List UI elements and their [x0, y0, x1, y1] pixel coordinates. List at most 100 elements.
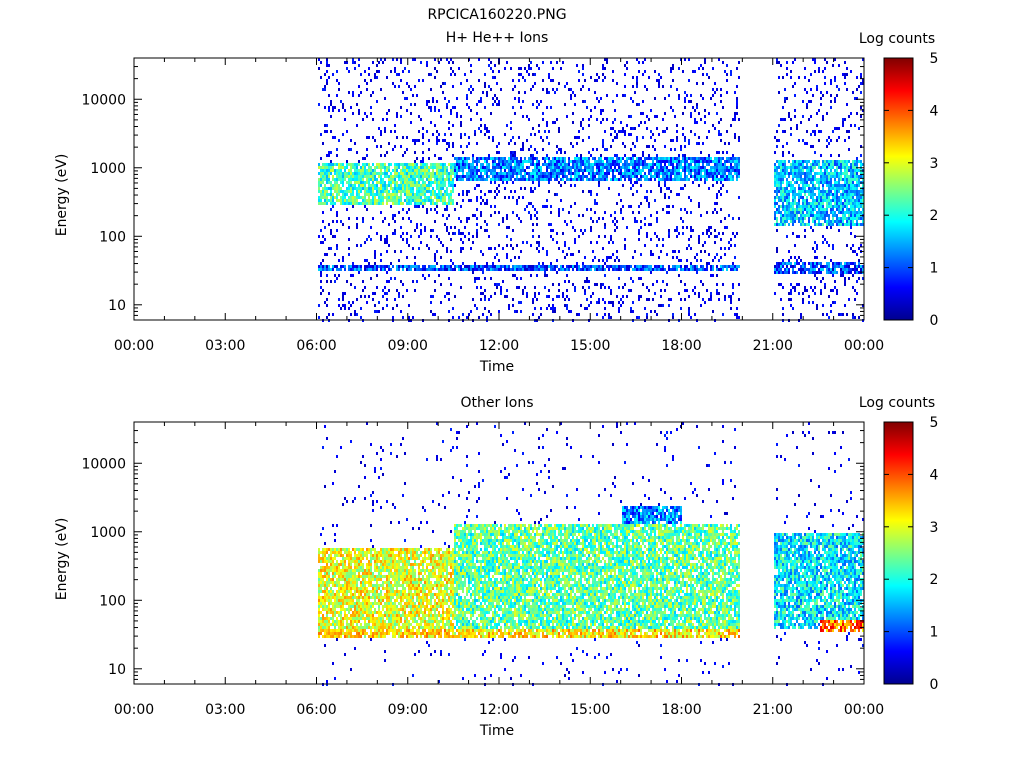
spectrogram-pixel	[644, 175, 646, 178]
spectrogram-pixel	[832, 166, 834, 169]
spectrogram-pixel	[650, 250, 652, 253]
spectrogram-pixel	[510, 127, 512, 130]
spectrogram-pixel	[362, 199, 364, 202]
spectrogram-pixel	[780, 220, 782, 223]
spectrogram-pixel	[564, 241, 566, 244]
spectrogram-pixel	[566, 304, 568, 307]
spectrogram-pixel	[476, 196, 478, 199]
spectrogram-pixel	[814, 205, 816, 208]
spectrogram-pixel	[450, 268, 452, 271]
spectrogram-pixel	[446, 187, 448, 190]
spectrogram-pixel	[550, 163, 552, 166]
spectrogram-pixel	[494, 169, 496, 172]
spectrogram-pixel	[564, 157, 566, 160]
spectrogram-pixel	[632, 280, 634, 283]
spectrogram-pixel	[710, 295, 712, 298]
spectrogram-pixel	[528, 64, 530, 67]
spectrogram-pixel	[648, 166, 650, 169]
spectrogram-pixel	[450, 184, 452, 187]
spectrogram-pixel	[692, 106, 694, 109]
spectrogram-pixel	[642, 169, 644, 172]
spectrogram-pixel	[782, 220, 784, 223]
spectrogram-pixel	[686, 268, 688, 271]
spectrogram-pixel	[468, 136, 470, 139]
spectrogram-pixel	[794, 196, 796, 199]
spectrogram-pixel	[448, 142, 450, 145]
spectrogram-pixel	[328, 292, 330, 295]
spectrogram-pixel	[366, 193, 368, 196]
spectrogram-pixel	[778, 268, 780, 271]
spectrogram-pixel	[384, 58, 386, 61]
spectrogram-pixel	[506, 289, 508, 292]
spectrogram-pixel	[786, 187, 788, 190]
spectrogram-pixel	[436, 139, 438, 142]
spectrogram-pixel	[458, 166, 460, 169]
spectrogram-pixel	[414, 142, 416, 145]
spectrogram-pixel	[834, 58, 836, 61]
spectrogram-pixel	[568, 247, 570, 250]
spectrogram-pixel	[600, 112, 602, 115]
spectrogram-pixel	[320, 280, 322, 283]
spectrogram-pixel	[618, 310, 620, 313]
spectrogram-pixel	[392, 187, 394, 190]
spectrogram-pixel	[384, 268, 386, 271]
spectrogram-pixel	[814, 220, 816, 223]
spectrogram-pixel	[550, 265, 552, 268]
spectrogram-pixel	[484, 178, 486, 181]
spectrogram-pixel	[572, 178, 574, 181]
spectrogram-pixel	[578, 136, 580, 139]
spectrogram-pixel	[632, 85, 634, 88]
spectrogram-pixel	[382, 172, 384, 175]
spectrogram-pixel	[514, 160, 516, 163]
spectrogram-pixel	[390, 277, 392, 280]
spectrogram-pixel	[664, 145, 666, 148]
spectrogram-pixel	[428, 274, 430, 277]
spectrogram-pixel	[582, 163, 584, 166]
spectrogram-pixel	[806, 160, 808, 163]
spectrogram-pixel	[416, 202, 418, 205]
spectrogram-pixel	[592, 166, 594, 169]
spectrogram-pixel	[390, 175, 392, 178]
spectrogram-pixel	[650, 238, 652, 241]
spectrogram-pixel	[380, 154, 382, 157]
spectrogram-pixel	[364, 190, 366, 193]
spectrogram-pixel	[616, 178, 618, 181]
spectrogram-pixel	[474, 133, 476, 136]
spectrogram-pixel	[682, 166, 684, 169]
spectrogram-pixel	[366, 175, 368, 178]
spectrogram-pixel	[318, 199, 320, 202]
spectrogram-pixel	[438, 169, 440, 172]
spectrogram-pixel	[788, 205, 790, 208]
spectrogram-pixel	[318, 235, 320, 238]
spectrogram-pixel	[568, 265, 570, 268]
spectrogram-pixel	[784, 166, 786, 169]
spectrogram-pixel	[400, 163, 402, 166]
spectrogram-pixel	[780, 268, 782, 271]
spectrogram-pixel	[418, 199, 420, 202]
spectrogram-pixel	[774, 175, 776, 178]
spectrogram-pixel	[452, 187, 454, 190]
spectrogram-pixel	[504, 163, 506, 166]
spectrogram-pixel	[362, 157, 364, 160]
spectrogram-pixel	[428, 100, 430, 103]
spectrogram-pixel	[450, 67, 452, 70]
spectrogram-pixel	[676, 157, 678, 160]
spectrogram-pixel	[416, 172, 418, 175]
spectrogram-pixel	[468, 106, 470, 109]
spectrogram-pixel	[818, 178, 820, 181]
spectrogram-pixel	[816, 271, 818, 274]
spectrogram-pixel	[676, 163, 678, 166]
spectrogram-pixel	[394, 130, 396, 133]
spectrogram-pixel	[420, 202, 422, 205]
spectrogram-pixel	[496, 97, 498, 100]
spectrogram-pixel	[832, 247, 834, 250]
spectrogram-pixel	[548, 295, 550, 298]
spectrogram-pixel	[426, 130, 428, 133]
spectrogram-pixel	[780, 196, 782, 199]
spectrogram-pixel	[446, 268, 448, 271]
spectrogram-pixel	[502, 220, 504, 223]
spectrogram-pixel	[648, 157, 650, 160]
spectrogram-pixel	[656, 163, 658, 166]
spectrogram-pixel	[408, 163, 410, 166]
spectrogram-pixel	[816, 163, 818, 166]
